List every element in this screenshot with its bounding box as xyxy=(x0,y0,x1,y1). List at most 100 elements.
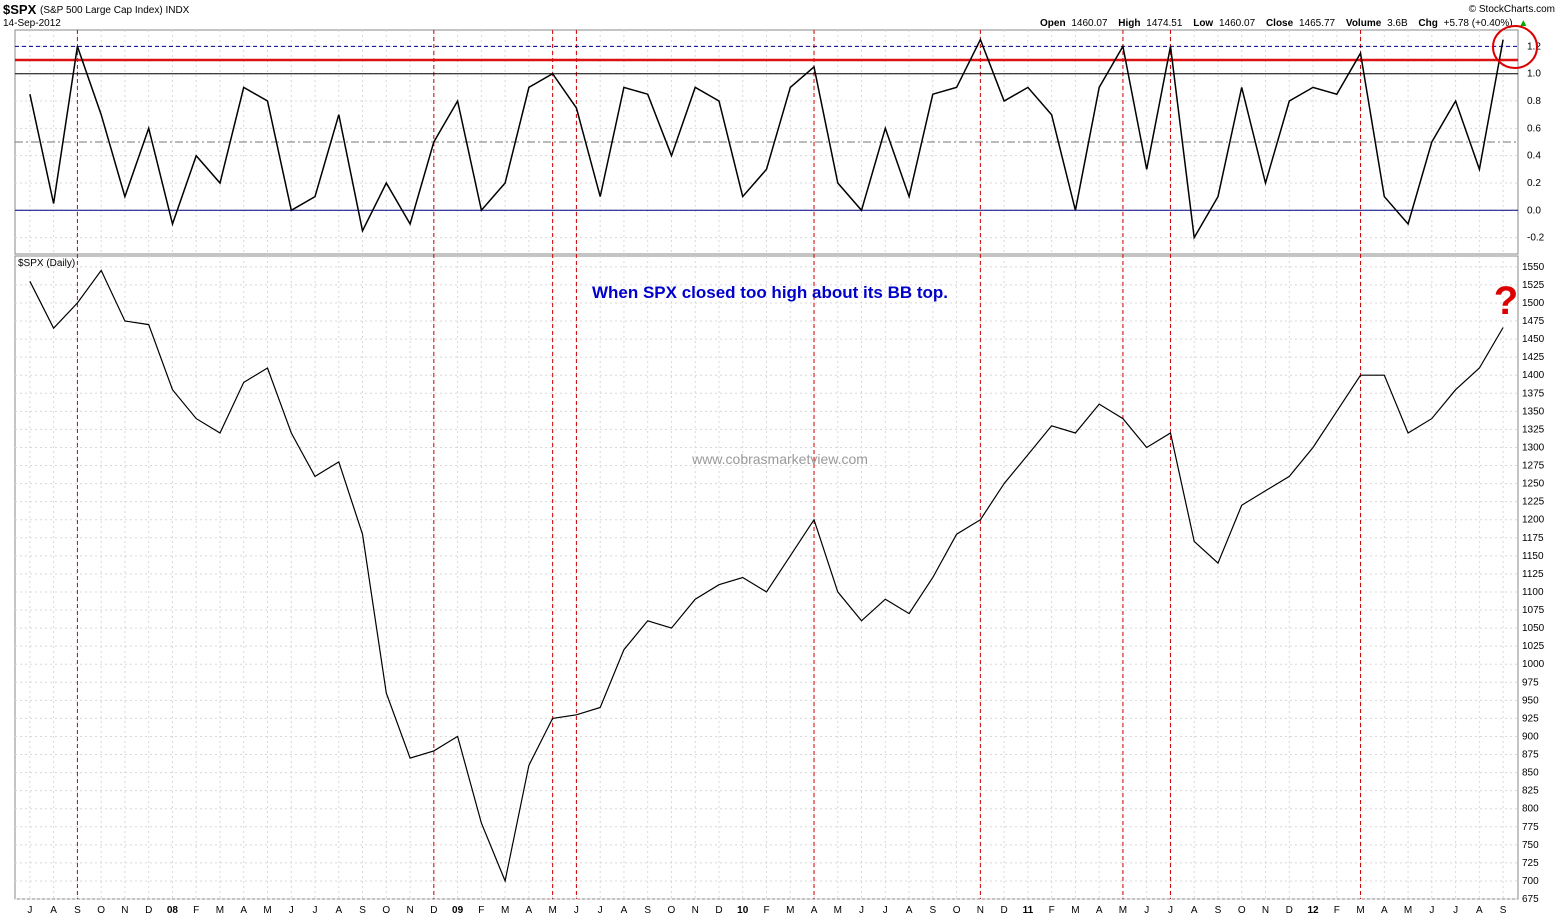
indicator-y-axis: -0.2 0.0 0.2 0.4 0.6 0.8 1.0 1.2 xyxy=(1527,41,1545,243)
x-tick-label: A xyxy=(621,905,628,916)
x-tick-label: A xyxy=(240,905,247,916)
indicator-y-tick-label: 0.8 xyxy=(1527,96,1541,107)
x-tick-label: 08 xyxy=(167,905,179,916)
price-y-tick-label: 1000 xyxy=(1522,659,1545,670)
indicator-line xyxy=(29,37,1504,240)
price-y-tick-label: 725 xyxy=(1522,858,1539,869)
price-y-tick-label: 1025 xyxy=(1522,641,1545,652)
x-axis: J A S O N D 08 F M A M J J A S O N D 09 F M A M J J A S O N D 10 F M A M J J… xyxy=(27,905,1506,916)
price-y-tick-label: 1275 xyxy=(1522,461,1545,472)
indicator-reference-lines xyxy=(15,45,1518,211)
price-y-tick-label: 800 xyxy=(1522,804,1539,815)
question-mark: ? xyxy=(1494,279,1518,323)
price-y-tick-label: 1150 xyxy=(1522,551,1544,562)
price-y-tick-label: 1325 xyxy=(1522,424,1545,435)
x-tick-label: N xyxy=(406,905,413,916)
x-tick-label: J xyxy=(313,905,318,916)
price-y-tick-label: 1175 xyxy=(1522,533,1544,544)
x-tick-label: M xyxy=(1356,905,1364,916)
x-tick-label: F xyxy=(763,905,769,916)
symbol-description: (S&P 500 Large Cap Index) INDX xyxy=(40,5,190,16)
x-tick-label: N xyxy=(121,905,128,916)
x-tick-label: N xyxy=(1262,905,1269,916)
annotation-text: When SPX closed too high about its BB to… xyxy=(592,283,948,302)
x-tick-label: M xyxy=(263,905,271,916)
x-tick-label: J xyxy=(289,905,294,916)
open-label: Open xyxy=(1040,18,1066,29)
symbol-title: $SPX xyxy=(3,2,37,17)
price-y-tick-label: 950 xyxy=(1522,695,1539,706)
x-tick-label: S xyxy=(1500,905,1507,916)
x-tick-label: M xyxy=(1404,905,1412,916)
x-tick-label: N xyxy=(977,905,984,916)
x-tick-label: J xyxy=(27,905,32,916)
x-tick-label: J xyxy=(1168,905,1173,916)
event-lines xyxy=(76,30,1362,899)
price-y-tick-label: 750 xyxy=(1522,840,1539,851)
price-y-axis: 675 700 725 750 775 800 825 850 875 900 925 950 975 1… xyxy=(1522,262,1545,905)
x-tick-label: A xyxy=(1191,905,1198,916)
x-tick-label: A xyxy=(1476,905,1483,916)
price-line xyxy=(29,269,1504,883)
price-y-tick-label: 1375 xyxy=(1522,388,1545,399)
price-y-tick-label: 1400 xyxy=(1522,370,1545,381)
x-tick-label: J xyxy=(1429,905,1434,916)
indicator-y-tick-label: 1.2 xyxy=(1527,41,1541,52)
x-tick-label: J xyxy=(883,905,888,916)
price-y-tick-label: 975 xyxy=(1522,677,1539,688)
high-value: 1474.51 xyxy=(1146,18,1183,29)
price-series-label: $SPX (Daily) xyxy=(18,258,75,269)
x-tick-label: S xyxy=(644,905,651,916)
price-y-tick-label: 1250 xyxy=(1522,479,1545,490)
price-y-tick-label: 1225 xyxy=(1522,497,1545,508)
x-tick-label: O xyxy=(382,905,390,916)
price-y-tick-label: 675 xyxy=(1522,894,1539,905)
x-tick-label: A xyxy=(811,905,818,916)
chg-label: Chg xyxy=(1418,18,1437,29)
x-tick-label: A xyxy=(906,905,913,916)
price-y-tick-label: 1550 xyxy=(1522,262,1545,273)
x-tick-label: F xyxy=(1334,905,1340,916)
volume-value: 3.6B xyxy=(1387,18,1408,29)
x-tick-label: J xyxy=(574,905,579,916)
indicator-series xyxy=(29,37,1504,240)
x-tick-label: O xyxy=(668,905,676,916)
x-tick-label: F xyxy=(1049,905,1055,916)
high-label: High xyxy=(1118,18,1140,29)
price-y-tick-label: 925 xyxy=(1522,713,1539,724)
x-tick-label: 10 xyxy=(737,905,749,916)
x-tick-label: D xyxy=(430,905,437,916)
x-tick-label: D xyxy=(1001,905,1008,916)
x-tick-label: D xyxy=(145,905,152,916)
x-tick-label: F xyxy=(478,905,484,916)
x-tick-label: A xyxy=(335,905,342,916)
open-value: 1460.07 xyxy=(1071,18,1108,29)
price-y-tick-label: 1100 xyxy=(1522,587,1544,598)
price-y-tick-label: 1525 xyxy=(1522,280,1545,291)
x-tick-label: M xyxy=(548,905,556,916)
chart-header: $SPX (S&P 500 Large Cap Index) INDX 14-S… xyxy=(3,2,1555,29)
chg-up-arrow-icon: ▲ xyxy=(1518,18,1528,29)
x-tick-label: M xyxy=(1071,905,1079,916)
x-tick-label: A xyxy=(50,905,57,916)
indicator-y-tick-label: 0.6 xyxy=(1527,123,1541,134)
price-y-tick-label: 1350 xyxy=(1522,406,1545,417)
price-y-tick-label: 1050 xyxy=(1522,623,1545,634)
price-y-tick-label: 850 xyxy=(1522,768,1539,779)
indicator-y-tick-label: 0.0 xyxy=(1527,205,1541,216)
x-tick-label: S xyxy=(359,905,366,916)
ohlc-readout: Open 1460.07 High 1474.51 Low 1460.07 Cl… xyxy=(1040,18,1528,29)
close-label: Close xyxy=(1266,18,1294,29)
x-tick-label: J xyxy=(859,905,864,916)
price-y-tick-label: 1425 xyxy=(1522,352,1545,363)
x-tick-label: D xyxy=(715,905,722,916)
price-y-tick-label: 1500 xyxy=(1522,298,1545,309)
indicator-y-tick-label: -0.2 xyxy=(1527,233,1545,244)
highlight-circle xyxy=(1492,25,1538,69)
watermark: www.cobrasmarketview.com xyxy=(691,451,868,467)
x-tick-label: A xyxy=(1096,905,1103,916)
price-y-tick-label: 775 xyxy=(1522,822,1539,833)
source-credit: © StockCharts.com xyxy=(1469,4,1555,15)
x-tick-label: J xyxy=(1453,905,1458,916)
x-tick-label: S xyxy=(1215,905,1222,916)
